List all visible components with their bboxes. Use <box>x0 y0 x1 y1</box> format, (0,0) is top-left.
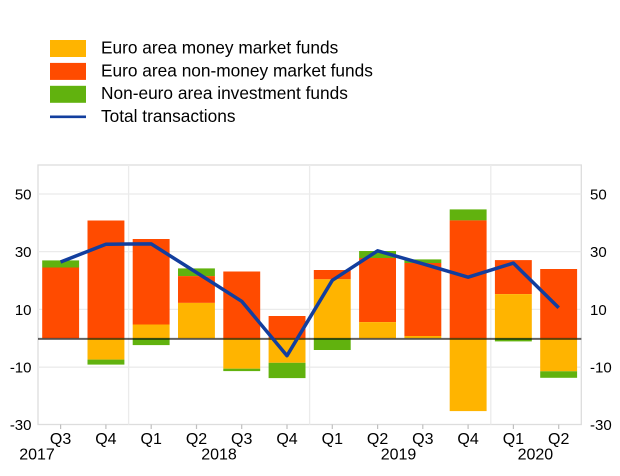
svg-text:50: 50 <box>15 186 32 203</box>
svg-text:-10: -10 <box>10 360 32 377</box>
svg-text:10: 10 <box>590 302 607 319</box>
svg-text:30: 30 <box>590 244 607 261</box>
svg-text:10: 10 <box>15 302 32 319</box>
svg-text:Q4: Q4 <box>95 431 116 448</box>
svg-text:Non-euro area investment funds: Non-euro area investment funds <box>101 83 348 103</box>
svg-text:2017: 2017 <box>19 446 55 463</box>
svg-text:Q3: Q3 <box>231 431 252 448</box>
svg-text:Q1: Q1 <box>322 431 343 448</box>
svg-text:Q1: Q1 <box>141 431 162 448</box>
svg-text:Euro area non-money market fun: Euro area non-money market funds <box>101 60 373 80</box>
svg-text:-30: -30 <box>590 417 612 434</box>
svg-text:Q2: Q2 <box>367 431 388 448</box>
svg-text:Q3: Q3 <box>412 431 433 448</box>
svg-text:Q3: Q3 <box>50 431 71 448</box>
svg-text:Q4: Q4 <box>457 431 478 448</box>
svg-text:Q2: Q2 <box>186 431 207 448</box>
svg-text:50: 50 <box>590 186 607 203</box>
svg-text:30: 30 <box>15 244 32 261</box>
svg-text:Q2: Q2 <box>548 431 569 448</box>
svg-text:Total transactions: Total transactions <box>101 106 236 126</box>
svg-text:-30: -30 <box>10 417 32 434</box>
svg-text:2019: 2019 <box>381 446 417 463</box>
svg-text:2020: 2020 <box>518 446 554 463</box>
svg-text:Q1: Q1 <box>503 431 524 448</box>
svg-text:2018: 2018 <box>201 446 237 463</box>
svg-text:-10: -10 <box>590 360 612 377</box>
svg-text:Q4: Q4 <box>276 431 297 448</box>
svg-text:Euro area money market funds: Euro area money market funds <box>101 37 339 57</box>
